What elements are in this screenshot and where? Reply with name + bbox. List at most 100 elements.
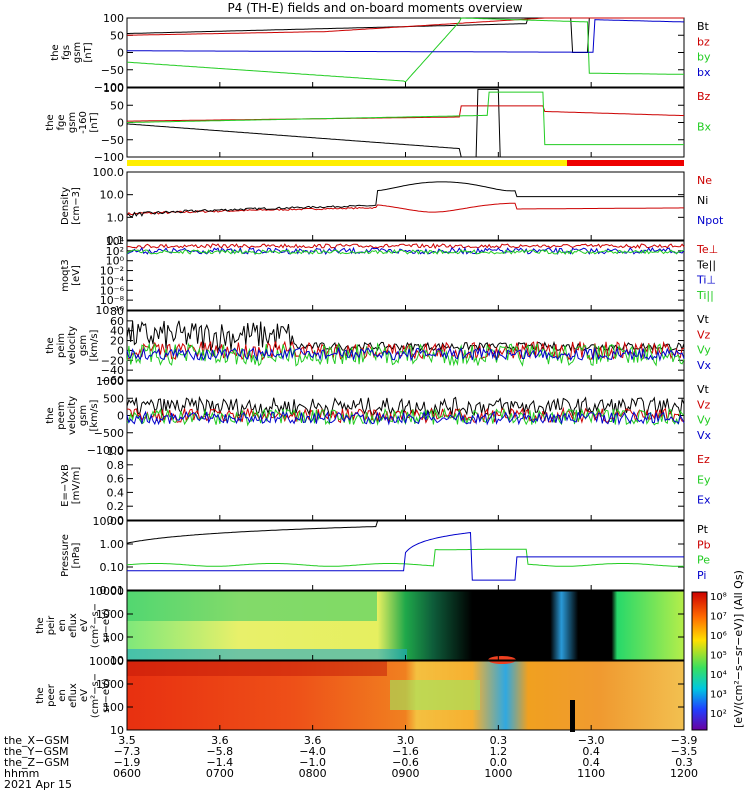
ephemeris-value: −3.9 [671, 734, 698, 747]
ytick-label: 1000 [96, 678, 124, 691]
panel-ylabel-line: peir [46, 615, 57, 635]
ephemeris-value: 1.2 [490, 745, 508, 758]
ephemeris-row-label: the_Y−GSM [4, 745, 69, 758]
colorbar-tick-label: 10⁷ [710, 612, 727, 623]
colorbar-tick-label: 10⁵ [710, 651, 727, 662]
panel-ylabel-line: gsm [67, 112, 78, 133]
trace-density-ni [126, 181, 684, 218]
panel-ylabel-line: -160 [78, 111, 89, 134]
ytick-label: 0 [117, 344, 124, 357]
trace-fgs-bt [127, 17, 684, 53]
trace-ve-vt [126, 395, 685, 418]
legend-entry: Pi [697, 569, 706, 582]
ion-spec-highband [127, 591, 377, 621]
ytick-label: 0.6 [107, 473, 125, 486]
ytick-label: 10⁻⁸ [100, 294, 125, 307]
panel-ylabel-line: sr−eV) [101, 678, 112, 713]
panel-ylabel-line: fgs [61, 45, 72, 60]
ephemeris-value: 0900 [392, 767, 420, 780]
ytick-label: 0 [117, 47, 124, 60]
panel-ylabel-line: the [45, 114, 56, 130]
legend-entry: bz [697, 35, 710, 48]
ytick-label: 500 [103, 392, 124, 405]
ephemeris-value: −5.8 [206, 745, 233, 758]
trace-temp-til [126, 249, 685, 255]
page-title: P4 (TH-E) fields and on-board moments ov… [227, 1, 523, 15]
ephemeris-value: −3.0 [578, 734, 605, 747]
trace-vi-vx [126, 346, 685, 362]
colorbar-tick-label: 10³ [710, 690, 727, 701]
panel-ylabel-line: peer [46, 683, 57, 707]
legend-entry: Bx [697, 121, 712, 134]
legend-entry: Ey [697, 473, 711, 486]
ephemeris-value: 0.3 [675, 756, 693, 769]
trace-fge-bt [126, 88, 684, 158]
legend-entry: Vz [697, 328, 711, 341]
legend-entry: Ne [697, 174, 712, 187]
ephemeris-value: 0.4 [582, 745, 600, 758]
ephemeris-value: −7.3 [114, 745, 141, 758]
ephemeris-value: −1.0 [299, 756, 326, 769]
trace-pressure-pi [127, 532, 684, 581]
ytick-label: −40 [101, 364, 124, 377]
colorbar [691, 591, 708, 731]
panel-ylabel-line: the [35, 617, 46, 633]
ytick-label: 1.00 [100, 538, 125, 551]
panel-ylabel-line: eV [79, 689, 90, 702]
ytick-label: 10.00 [93, 515, 125, 528]
legend-entry: Ni [697, 194, 708, 207]
panel-frame-fgs [126, 17, 685, 88]
panel-ylabel-line: moqt3 [60, 259, 71, 292]
legend-entry: Npot [697, 214, 724, 227]
ytick-label: 10² [106, 245, 124, 258]
ephemeris-value: 3.0 [397, 734, 415, 747]
ephemeris-value: 1200 [670, 767, 698, 780]
ytick-label: 100 [103, 631, 124, 644]
legend-entry: Ti⊥ [696, 274, 716, 287]
ytick-label: 1000 [96, 375, 124, 388]
orbit-bar-red [567, 160, 684, 166]
panel-ylabel-line: (cm²−s− [90, 673, 101, 718]
panel-ylabel-line: peem [56, 401, 67, 429]
panel-ylabel-line: [mV/m] [71, 467, 82, 505]
ytick-label: 0.01 [100, 584, 125, 597]
panel-ylabel-line: [cm−3] [71, 187, 82, 225]
ephemeris-value: 3.6 [211, 734, 229, 747]
ytick-label: 10⁻¹⁰ [95, 304, 124, 317]
panel-ylabel-line: gsm [78, 335, 89, 356]
ytick-label: −1000 [87, 444, 124, 457]
ephemeris-value: −1.6 [392, 745, 419, 758]
ytick-label: 10 [110, 654, 124, 667]
ytick-label: 50 [110, 99, 124, 112]
panel-ylabel-line: [nT] [89, 112, 100, 132]
ephemeris-value: 3.6 [304, 734, 322, 747]
panel-frame-density [126, 171, 685, 241]
panel-ylabel-line: en [57, 689, 68, 702]
ytick-label: −60 [101, 374, 124, 387]
panel-ylabel-line: E=−VxB [60, 464, 71, 507]
panel-ylabel-line: fge [56, 114, 67, 130]
ytick-label: −20 [101, 354, 124, 367]
orbit-bar-yellow [127, 160, 567, 166]
electron-spec-gap [570, 700, 575, 732]
legend-entry: Pb [697, 538, 711, 551]
electron-spec-highband [127, 661, 387, 676]
panel-ylabel-line: [km/s] [89, 399, 100, 431]
panel-ylabel-line: eV [79, 619, 90, 632]
panel-ylabel-line: [nPa] [71, 542, 82, 568]
legend-entry: Vy [697, 414, 711, 427]
ephemeris-value: 0.3 [490, 734, 508, 747]
trace-fge-bz [127, 105, 685, 122]
ion-spec-lowband [127, 649, 407, 660]
ephemeris-value: 0.0 [490, 756, 508, 769]
panel-ylabel-line: the [45, 407, 56, 423]
trace-fgs-bx [127, 19, 684, 53]
trace-vi-vy [126, 342, 685, 367]
colorbar-tick-label: 10⁶ [710, 631, 727, 642]
panel-ylabel-line: gsm [78, 405, 89, 426]
legend-entry: Vt [697, 383, 710, 396]
panel-ylabel-line: gsm [72, 42, 83, 63]
panel-ylabel-line: the [45, 337, 56, 353]
ephemeris-value: −0.6 [392, 756, 419, 769]
